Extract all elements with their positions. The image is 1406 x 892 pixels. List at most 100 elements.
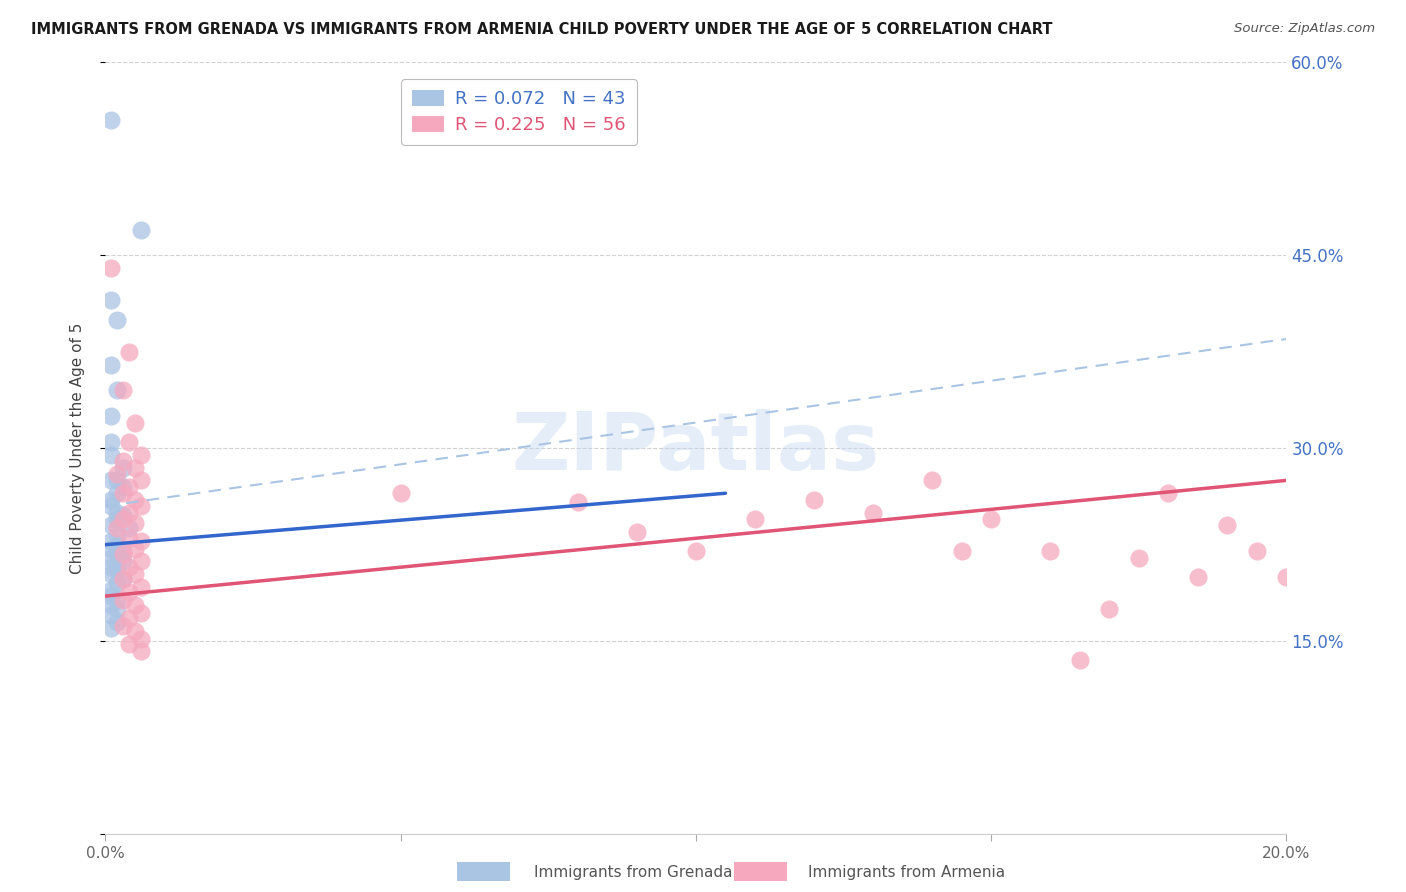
Point: [803, 492, 825, 507]
Text: Immigrants from Armenia: Immigrants from Armenia: [808, 865, 1005, 880]
Point: [100, 589, 122, 603]
Point: [105, 467, 128, 481]
Point: [744, 512, 766, 526]
Point: [118, 637, 141, 651]
Point: [112, 618, 135, 632]
Point: [129, 554, 152, 568]
Y-axis label: Child Poverty Under the Age of 5: Child Poverty Under the Age of 5: [70, 323, 84, 574]
Point: [129, 222, 152, 236]
Point: [100, 621, 122, 635]
Point: [129, 499, 152, 513]
Point: [129, 448, 152, 462]
Point: [118, 434, 141, 449]
Point: [112, 508, 135, 522]
Point: [105, 512, 128, 526]
Point: [100, 582, 122, 597]
Point: [105, 602, 128, 616]
Point: [118, 521, 141, 535]
Point: [1157, 486, 1180, 500]
Point: [567, 495, 589, 509]
Point: [862, 506, 884, 520]
Point: [100, 518, 122, 533]
Point: [118, 611, 141, 625]
Point: [105, 547, 128, 561]
Point: [950, 544, 973, 558]
Point: [100, 608, 122, 623]
Point: [112, 573, 135, 587]
Point: [105, 521, 128, 535]
Point: [129, 644, 152, 658]
Point: [129, 474, 152, 488]
Text: Immigrants from Grenada: Immigrants from Grenada: [534, 865, 733, 880]
Point: [112, 480, 135, 494]
Point: [100, 474, 122, 488]
Text: Source: ZipAtlas.com: Source: ZipAtlas.com: [1234, 22, 1375, 36]
Point: [124, 460, 146, 475]
Point: [112, 486, 135, 500]
Point: [112, 573, 135, 587]
Point: [118, 531, 141, 545]
Point: [112, 554, 135, 568]
Point: [105, 384, 128, 398]
Point: [100, 434, 122, 449]
Point: [105, 538, 128, 552]
Point: [100, 261, 122, 276]
Point: [1187, 570, 1209, 584]
Point: [1039, 544, 1062, 558]
Point: [112, 547, 135, 561]
Point: [980, 512, 1002, 526]
Point: [124, 416, 146, 430]
Point: [100, 550, 122, 565]
Point: [685, 544, 707, 558]
Point: [100, 358, 122, 372]
Point: [112, 384, 135, 398]
Text: ZIPatlas: ZIPatlas: [512, 409, 880, 487]
Point: [1246, 544, 1268, 558]
Point: [105, 529, 128, 543]
Point: [100, 293, 122, 308]
Point: [129, 632, 152, 646]
Point: [124, 624, 146, 638]
Point: [100, 559, 122, 574]
Point: [105, 312, 128, 326]
Point: [112, 454, 135, 468]
Point: [921, 474, 943, 488]
Point: [100, 492, 122, 507]
Point: [105, 615, 128, 629]
Point: [129, 533, 152, 548]
Point: [105, 576, 128, 591]
Point: [124, 516, 146, 530]
Point: [112, 593, 135, 607]
Point: [100, 541, 122, 556]
Point: [1098, 602, 1121, 616]
Point: [105, 474, 128, 488]
Point: [100, 499, 122, 513]
Point: [100, 409, 122, 423]
Point: [105, 563, 128, 577]
Point: [389, 486, 412, 500]
Point: [105, 486, 128, 500]
Point: [1216, 518, 1239, 533]
Point: [1275, 570, 1298, 584]
Point: [105, 593, 128, 607]
Point: [124, 598, 146, 612]
Point: [118, 585, 141, 599]
Point: [124, 567, 146, 582]
Point: [124, 541, 146, 556]
Point: [129, 580, 152, 594]
Point: [1128, 550, 1150, 565]
Point: [129, 606, 152, 620]
Point: [118, 480, 141, 494]
Point: [1069, 653, 1091, 667]
Point: [105, 506, 128, 520]
Point: [124, 492, 146, 507]
Point: [112, 460, 135, 475]
Point: [100, 448, 122, 462]
Point: [100, 598, 122, 612]
Point: [112, 512, 135, 526]
Point: [118, 344, 141, 359]
Point: [118, 559, 141, 574]
Point: [105, 557, 128, 571]
Point: [100, 533, 122, 548]
Point: [112, 544, 135, 558]
